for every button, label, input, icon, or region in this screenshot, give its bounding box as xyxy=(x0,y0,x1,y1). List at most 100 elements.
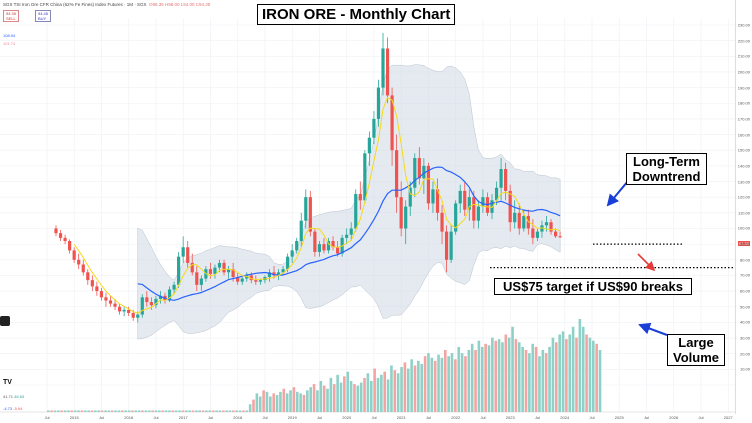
candle-body xyxy=(149,302,153,306)
volume-bar xyxy=(581,326,585,412)
volume-bar xyxy=(467,350,471,412)
candle-body xyxy=(499,169,503,188)
volume-bar xyxy=(437,354,440,412)
candle-body xyxy=(494,187,499,201)
volume-bar xyxy=(413,365,417,412)
candle-body xyxy=(258,280,262,282)
volume-bar xyxy=(521,346,524,412)
candle-body xyxy=(226,269,231,273)
candle-body xyxy=(113,303,117,307)
volume-bar xyxy=(558,334,561,412)
last-price-tag: 94.35 xyxy=(737,241,750,246)
volume-bar xyxy=(433,360,437,412)
volume-bar xyxy=(141,410,144,412)
y-tick-label: 140.00 xyxy=(737,163,750,169)
y-tick-label: 110.00 xyxy=(738,210,750,216)
x-tick-label: Jul xyxy=(207,415,214,420)
volume-arrow xyxy=(638,322,668,336)
candle-body xyxy=(127,309,131,313)
candle-body xyxy=(245,275,249,279)
volume-bar xyxy=(470,343,474,412)
volume-bar xyxy=(406,368,410,412)
x-tick-label: Jul xyxy=(480,415,486,420)
volume-bar xyxy=(225,410,228,412)
candle-body xyxy=(299,220,303,241)
downtrend-annotation: Long-Term Downtrend xyxy=(626,153,707,185)
candle-body xyxy=(54,228,58,234)
candle-body xyxy=(549,222,553,232)
volume-bar xyxy=(400,367,403,412)
volume-bar xyxy=(450,353,454,412)
candle-body xyxy=(63,237,67,241)
y-tick-label: 230.00 xyxy=(737,22,750,28)
volume-annotation: Large Volume xyxy=(667,334,725,366)
target-levels xyxy=(490,243,736,269)
x-tick-label: Jul xyxy=(44,415,50,420)
volume-bar xyxy=(319,381,323,412)
buy-price-box[interactable]: 94.45 BUY xyxy=(35,10,52,22)
candle-body xyxy=(172,284,176,290)
volume-bar xyxy=(265,391,269,412)
candle-body xyxy=(77,259,81,265)
volume-bar xyxy=(262,390,265,412)
volume-bar xyxy=(487,345,491,412)
volume-bar xyxy=(258,396,262,412)
volume-bar xyxy=(578,319,582,412)
volume-bar xyxy=(484,343,487,412)
y-tick-label: 210.00 xyxy=(737,53,750,59)
volume-bar xyxy=(464,356,467,412)
x-tick-label: Jul xyxy=(643,415,650,420)
volume-bar xyxy=(63,410,67,412)
candle-body xyxy=(108,300,113,304)
x-tick-label: Jul xyxy=(589,415,595,420)
candle-body xyxy=(449,231,453,260)
candle-body xyxy=(422,165,426,179)
y-tick-label: 130.00 xyxy=(737,179,750,185)
sell-price-box[interactable]: 94.35 SELL xyxy=(3,10,20,22)
volume-bar xyxy=(137,410,141,412)
volume-bar xyxy=(548,346,551,412)
candle-body xyxy=(190,262,194,273)
ma-slow-readout: 108.94 xyxy=(3,33,16,38)
price-axis[interactable] xyxy=(735,0,752,414)
x-tick-label: 2015 xyxy=(69,415,79,420)
ma-fast-readout: 101.74 xyxy=(3,41,16,46)
candle-body xyxy=(372,118,376,138)
volume-bar xyxy=(403,362,407,412)
volume-bar xyxy=(161,410,164,412)
volume-bar xyxy=(171,410,175,412)
x-tick-label: Jul xyxy=(698,415,704,420)
volume-bar xyxy=(218,410,222,412)
object-tree-icon[interactable] xyxy=(0,316,10,326)
volume-bar xyxy=(131,410,134,412)
candle-body xyxy=(531,228,535,238)
candle-body xyxy=(99,291,104,298)
volume-bar xyxy=(178,410,181,412)
candle-body xyxy=(254,280,258,282)
x-tick-label: 2021 xyxy=(396,415,406,420)
volume-bar xyxy=(383,371,387,412)
candle-body xyxy=(295,241,299,251)
y-tick-label: 220.00 xyxy=(737,38,750,44)
y-tick-label: 160.00 xyxy=(737,132,750,138)
candle-body xyxy=(195,272,199,285)
candle-body xyxy=(345,234,349,238)
x-tick-label: Jul xyxy=(262,415,268,420)
volume-bar xyxy=(517,342,521,412)
volume-bar xyxy=(124,410,127,412)
candle-body xyxy=(222,262,226,273)
volume-bar xyxy=(380,374,383,412)
volume-bar xyxy=(201,410,205,412)
tradingview-logo: TV xyxy=(3,379,12,386)
volume-bar xyxy=(144,410,148,412)
y-tick-label: 190.00 xyxy=(737,85,750,91)
candle-body xyxy=(431,189,435,204)
volume-bar xyxy=(70,410,74,412)
candle-body xyxy=(367,137,371,154)
candle-body xyxy=(417,158,421,179)
volume-bar xyxy=(295,391,299,412)
candle-body xyxy=(290,250,294,257)
volume-bar xyxy=(538,356,541,412)
y-tick-label: 100.00 xyxy=(737,225,750,231)
